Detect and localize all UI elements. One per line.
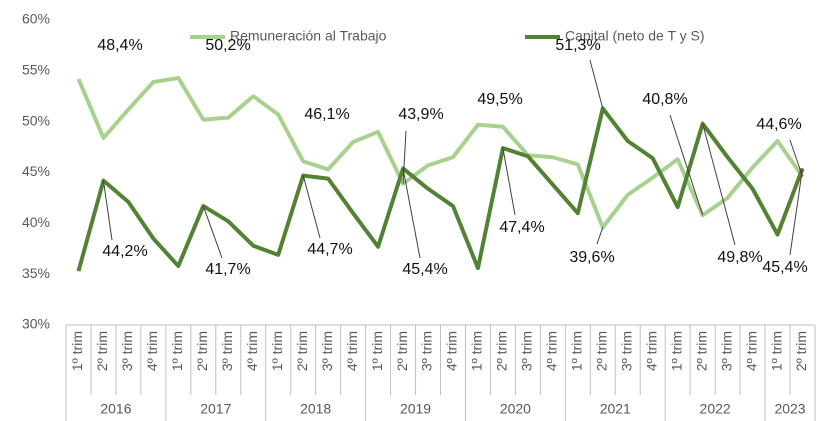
data-label: 45,4% [402, 261, 447, 278]
data-label: 49,5% [477, 91, 522, 108]
x-tick-label: 3º trim [718, 331, 734, 371]
leader-line [402, 130, 407, 184]
data-label: 45,4% [762, 259, 807, 276]
x-tick-label: 2º trim [793, 331, 809, 371]
leader-line [789, 139, 803, 177]
series-line [76, 75, 805, 230]
x-tick-label: 4º trim [743, 331, 759, 371]
leader-line [589, 59, 604, 109]
x-tick-label: 1º trim [768, 331, 784, 371]
x-tick-label: 1º trim [169, 331, 185, 371]
data-label: 44,7% [307, 241, 352, 258]
group-label: 2023 [774, 401, 805, 417]
x-tick-label: 4º trim [244, 331, 260, 371]
x-tick-label: 2º trim [394, 331, 410, 371]
x-tick-label: 3º trim [419, 331, 435, 371]
x-tick-label: 1º trim [469, 331, 485, 371]
data-label: 44,2% [102, 243, 147, 260]
group-label: 2017 [200, 401, 231, 417]
x-tick-label: 3º trim [119, 331, 135, 371]
x-tick-label: 2º trim [294, 331, 310, 371]
leader-line [202, 205, 223, 259]
group-label: 2018 [300, 401, 331, 417]
x-tick-label: 2º trim [593, 331, 609, 371]
x-tick-label: 2º trim [494, 331, 510, 371]
data-label: 41,7% [205, 261, 250, 278]
x-tick-label: 4º trim [344, 331, 360, 371]
x-tick-label: 3º trim [219, 331, 235, 371]
leader-line [702, 123, 736, 246]
data-label: 43,9% [398, 106, 443, 123]
data-label: 50,2% [205, 37, 250, 54]
x-tick-label: 3º trim [618, 331, 634, 371]
leader-line [789, 168, 804, 256]
leader-line [102, 180, 113, 241]
x-tick-label: 4º trim [643, 331, 659, 371]
data-label: 44,6% [756, 116, 801, 133]
data-label: 49,8% [717, 249, 762, 266]
y-tick-label: 50% [22, 112, 50, 128]
data-label: 39,6% [569, 249, 614, 266]
leader-line [502, 148, 516, 216]
data-label: 51,3% [555, 37, 600, 54]
x-tick-label: 1º trim [369, 331, 385, 371]
x-tick-label: 1º trim [668, 331, 684, 371]
y-tick-label: 35% [22, 265, 50, 281]
data-label: 46,1% [304, 106, 349, 123]
data-label: 40,8% [642, 91, 687, 108]
group-label: 2022 [700, 401, 731, 417]
series-line [76, 106, 805, 272]
data-label: 48,4% [97, 37, 142, 54]
group-label: 2020 [500, 401, 531, 417]
data-label: 47,4% [499, 219, 544, 236]
legend-label: Remuneración al Trabajo [230, 28, 387, 44]
x-tick-label: 2º trim [94, 331, 110, 371]
x-tick-label: 2º trim [693, 331, 709, 371]
x-tick-label: 4º trim [444, 331, 460, 371]
leader-line [669, 114, 704, 216]
x-tick-label: 4º trim [544, 331, 560, 371]
y-tick-label: 55% [22, 62, 50, 78]
x-tick-label: 3º trim [519, 331, 535, 371]
x-tick-label: 3º trim [319, 331, 335, 371]
y-tick-label: 45% [22, 163, 50, 179]
x-tick-label: 1º trim [69, 331, 85, 371]
x-tick-label: 4º trim [144, 331, 160, 371]
x-tick-label: 1º trim [569, 331, 585, 371]
y-tick-label: 30% [22, 316, 50, 332]
x-tick-label: 1º trim [269, 331, 285, 371]
leader-line [596, 227, 604, 245]
leader-line [402, 168, 421, 259]
y-tick-label: 40% [22, 214, 50, 230]
x-tick-label: 2º trim [194, 331, 210, 371]
legend-label: Capital (neto de T y S) [565, 28, 705, 44]
leader-line [302, 175, 321, 239]
group-label: 2016 [100, 401, 131, 417]
group-label: 2021 [600, 401, 631, 417]
y-tick-label: 60% [22, 11, 50, 27]
group-label: 2019 [400, 401, 431, 417]
